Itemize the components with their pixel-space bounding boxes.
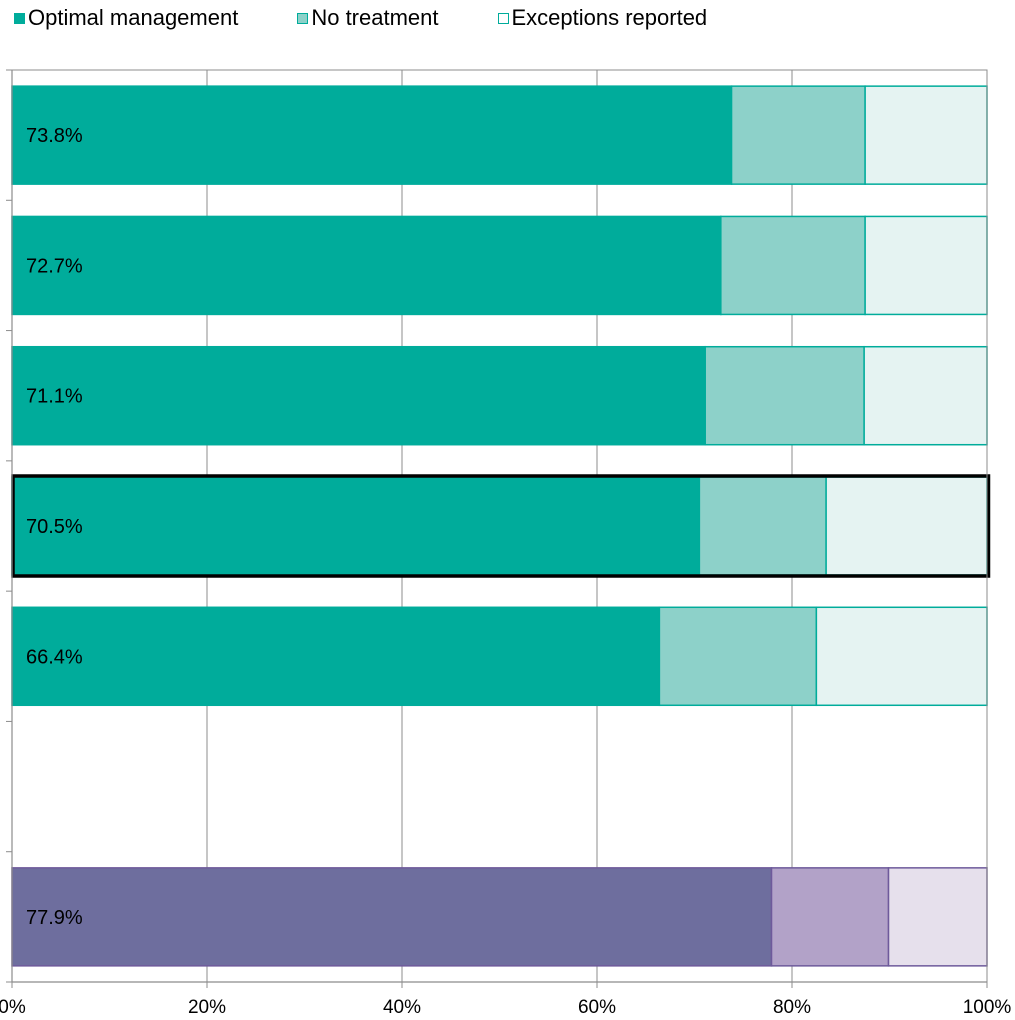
x-tick-label: 0%	[0, 997, 26, 1018]
bar-segment	[698, 476, 827, 576]
bar-segment	[720, 215, 866, 316]
legend-label-exceptions-reported: Exceptions reported	[511, 5, 708, 30]
bar-segment	[730, 85, 866, 185]
bar-value-label: 70.5%	[26, 516, 83, 538]
bar-value-label: 71.1%	[26, 386, 83, 408]
legend-label-optimal-management: Optimal management	[28, 5, 239, 30]
x-tick-label: 100%	[963, 997, 1012, 1018]
bar-segment	[11, 345, 706, 446]
legend-swatch-exceptions-reported	[497, 12, 509, 24]
bar-segment	[863, 345, 988, 446]
legend-label-no-treatment: No treatment	[311, 5, 439, 30]
x-tick-label: 80%	[773, 997, 811, 1018]
bar-segment	[704, 345, 865, 446]
chart-legend: Optimal management No treatment Exceptio…	[0, 2, 752, 34]
bar-segment	[11, 606, 661, 707]
x-tick-label: 20%	[188, 997, 226, 1018]
bar-value-label: 72.7%	[26, 255, 83, 277]
legend-swatch-optimal-management	[14, 12, 25, 24]
legend-item-exceptions-reported: Exceptions reported	[484, 5, 708, 31]
bar-segment	[11, 476, 701, 576]
legend-swatch-no-treatment	[297, 12, 309, 24]
bar-segment	[887, 867, 988, 967]
legend-item-no-treatment: No treatment	[283, 5, 439, 31]
bar-segment	[770, 867, 890, 967]
bar-segment	[11, 215, 722, 316]
bar-segment	[825, 476, 988, 576]
legend-item-optimal-management: Optimal management	[0, 5, 238, 31]
bar-value-label: 73.8%	[26, 125, 83, 147]
x-tick-label: 40%	[383, 997, 421, 1018]
bar-segment	[658, 606, 818, 707]
bar-value-label: 66.4%	[26, 646, 83, 668]
bar-segment	[11, 867, 773, 967]
bar-value-label: 77.9%	[26, 907, 83, 929]
highlight-outline	[11, 474, 991, 578]
x-tick-label: 60%	[578, 997, 616, 1018]
bar-segment	[864, 215, 988, 316]
bar-segment	[815, 606, 988, 707]
bar-segment	[11, 85, 733, 185]
bar-segment	[864, 85, 988, 185]
